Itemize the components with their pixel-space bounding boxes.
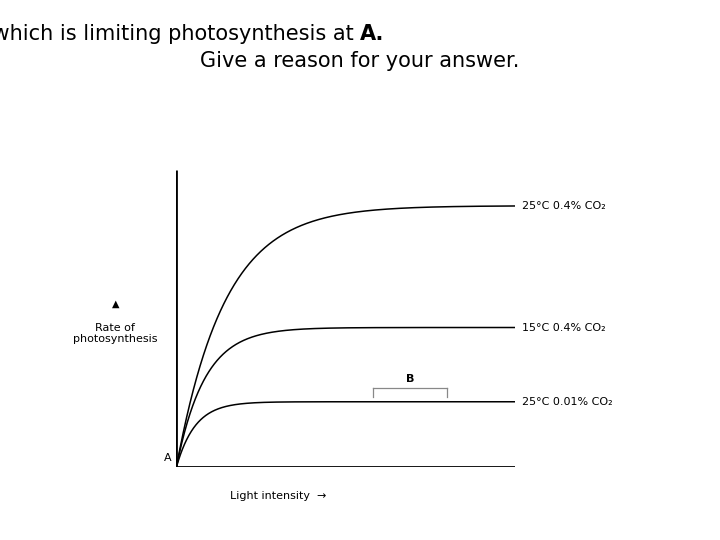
Text: B: B [405,374,414,384]
Text: Light intensity  →: Light intensity → [230,491,326,502]
Text: Rate of
photosynthesis: Rate of photosynthesis [73,322,158,345]
Text: 25°C 0.01% CO₂: 25°C 0.01% CO₂ [521,397,612,407]
Text: Name the factor which is limiting photosynthesis at: Name the factor which is limiting photos… [0,24,360,44]
Text: 15°C 0.4% CO₂: 15°C 0.4% CO₂ [521,322,606,333]
Text: Give a reason for your answer.: Give a reason for your answer. [200,51,520,71]
Text: ▲: ▲ [112,299,120,309]
Text: A: A [163,453,171,463]
Text: 25°C 0.4% CO₂: 25°C 0.4% CO₂ [521,201,606,211]
Text: A.: A. [360,24,384,44]
